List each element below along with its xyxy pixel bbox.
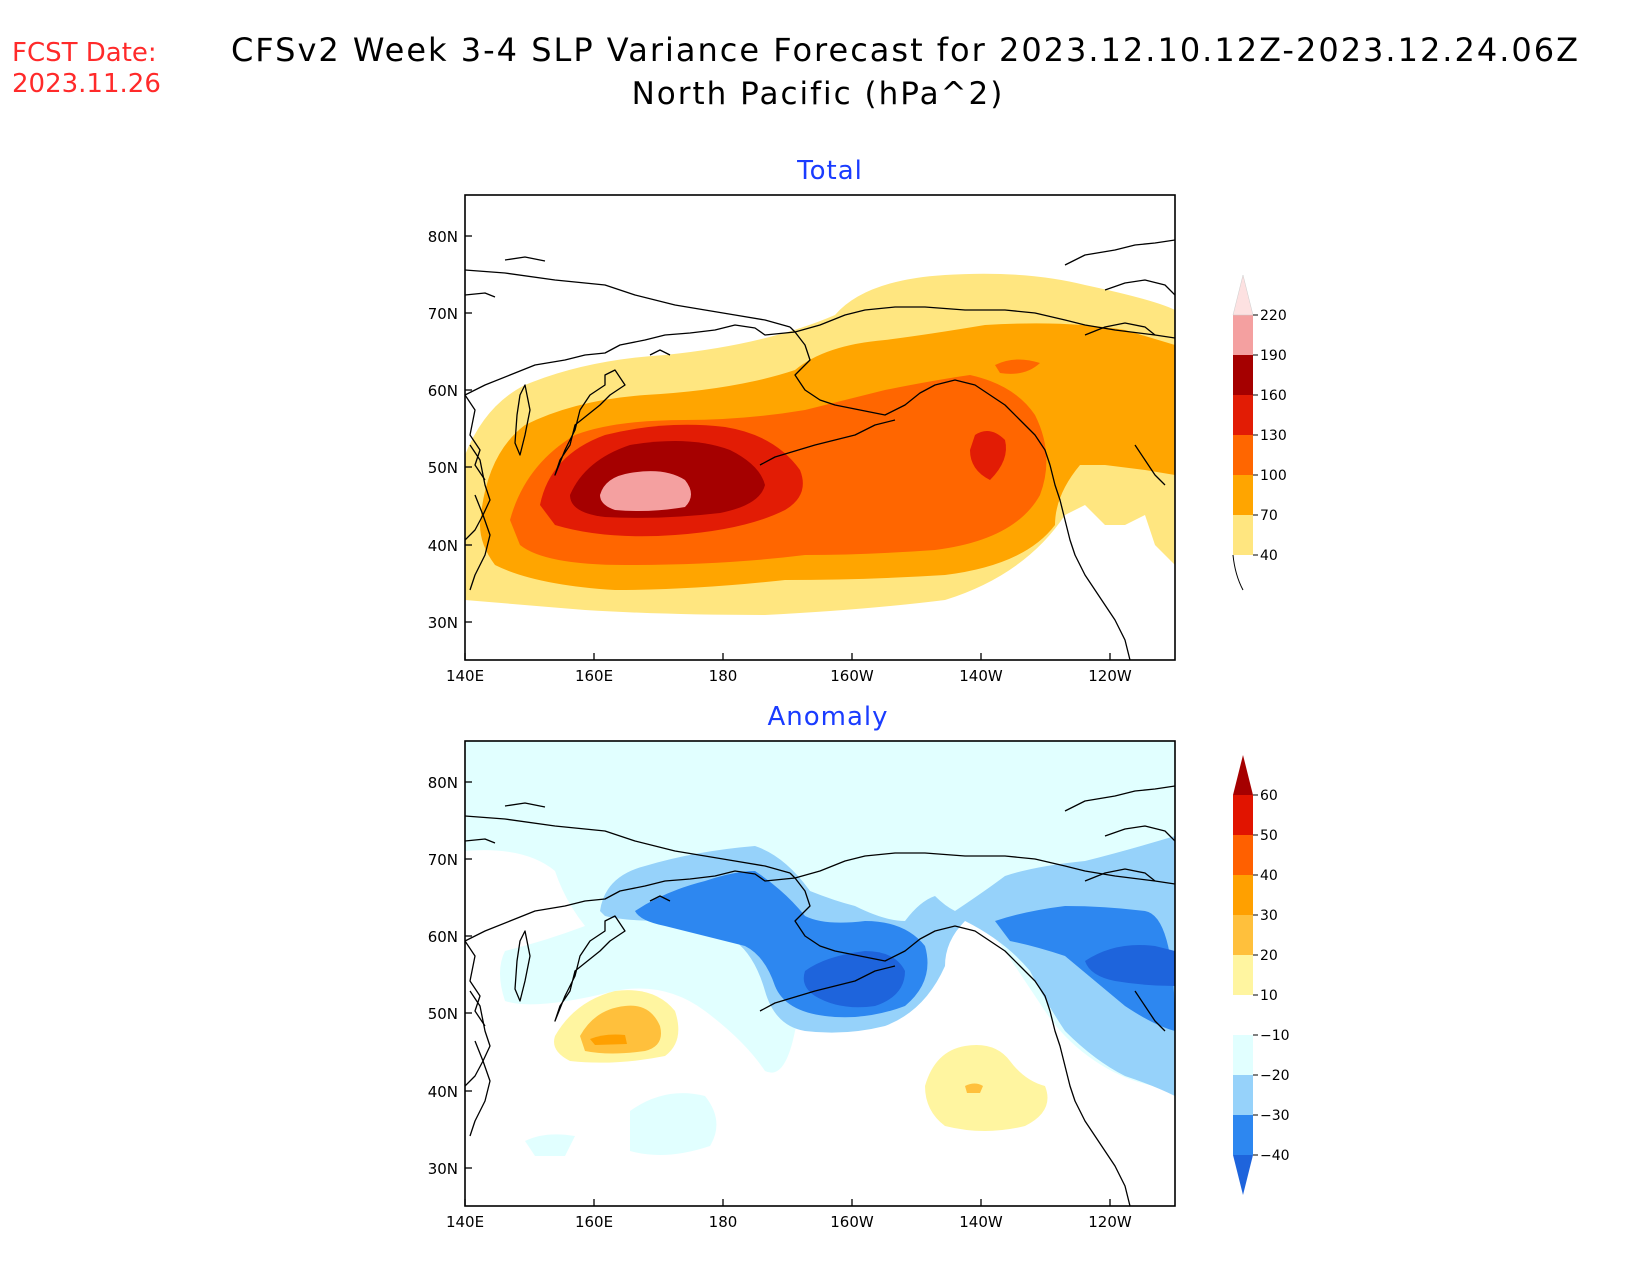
anomaly-lat-80n: 80N xyxy=(428,774,458,792)
total-colorbar-label: 220 xyxy=(1260,308,1287,324)
panel-title-anomaly: Anomaly xyxy=(767,702,888,732)
anomaly-colorbar-label: 30 xyxy=(1260,908,1278,924)
total-colorbar-label: 130 xyxy=(1260,428,1287,444)
anomaly-pos10-east xyxy=(925,1045,1048,1131)
anomaly-colorbar-band xyxy=(1233,1035,1253,1075)
anomaly-lon-160e: 160E xyxy=(575,1213,613,1231)
total-contour-190 xyxy=(600,471,691,511)
anomaly-colorbar-band xyxy=(1233,835,1253,875)
anomaly-lon-120w: 120W xyxy=(1088,1213,1132,1231)
total-lat-40n: 40N xyxy=(428,537,458,555)
total-lat-30n: 30N xyxy=(428,614,458,632)
anomaly-colorbar-band xyxy=(1233,875,1253,915)
anomaly-colorbar-label: −10 xyxy=(1260,1028,1290,1044)
anomaly-colorbar-label: −20 xyxy=(1260,1068,1290,1084)
total-axes: 80N 70N 60N 50N 40N 30N 140E 160E 180 16… xyxy=(428,228,1132,685)
total-lat-70n: 70N xyxy=(428,305,458,323)
anomaly-pos20-east xyxy=(965,1083,983,1093)
anomaly-colorbar-label: 40 xyxy=(1260,868,1278,884)
anomaly-colorbar-band xyxy=(1233,795,1253,835)
anomaly-map-frame xyxy=(464,740,1176,1207)
anomaly-axes: 80N 70N 60N 50N 40N 30N 140E 160E 180 16… xyxy=(428,774,1132,1231)
total-map-frame xyxy=(464,194,1176,661)
total-colorbar-label: 40 xyxy=(1260,548,1278,564)
anomaly-neg40 xyxy=(803,951,905,1008)
anomaly-neg10-patch-west xyxy=(525,1134,575,1156)
total-colorbar-band xyxy=(1233,515,1253,555)
anomaly-lat-60n: 60N xyxy=(428,928,458,946)
anomaly-colorbar-lower-triangle xyxy=(1233,1155,1253,1195)
total-lon-160e: 160E xyxy=(575,667,613,685)
total-map xyxy=(465,195,1175,660)
panel-title-total: Total xyxy=(796,156,863,186)
anomaly-lon-160w: 160W xyxy=(830,1213,874,1231)
total-lon-180: 180 xyxy=(709,667,738,685)
anomaly-neg40-east xyxy=(1085,945,1175,986)
total-colorbar-band xyxy=(1233,315,1253,355)
total-lon-140w: 140W xyxy=(959,667,1003,685)
anomaly-colorbar-band xyxy=(1233,1075,1253,1115)
total-lon-140e: 140E xyxy=(446,667,484,685)
anomaly-colorbar-label: 20 xyxy=(1260,948,1278,964)
total-colorbar-label: 190 xyxy=(1260,348,1287,364)
total-contour-130-east xyxy=(970,431,1006,480)
anomaly-lat-40n: 40N xyxy=(428,1083,458,1101)
anomaly-lon-180: 180 xyxy=(709,1213,738,1231)
anomaly-colorbar-band xyxy=(1233,995,1253,1035)
total-colorbar-upper-triangle xyxy=(1232,274,1254,316)
anomaly-lon-140e: 140E xyxy=(446,1213,484,1231)
anomaly-lon-140w: 140W xyxy=(959,1213,1003,1231)
total-colorbar-label: 70 xyxy=(1260,508,1278,524)
total-lat-50n: 50N xyxy=(428,459,458,477)
total-lon-160w: 160W xyxy=(830,667,874,685)
anomaly-colorbar-label: 10 xyxy=(1260,988,1278,1004)
chart-title: CFSv2 Week 3-4 SLP Variance Forecast for… xyxy=(231,31,1580,69)
total-lon-120w: 120W xyxy=(1088,667,1132,685)
anomaly-colorbar: −40 −30 −20 −10 10 20 30 40 50 60 xyxy=(1233,755,1290,1195)
total-colorbar-lower-edge xyxy=(1232,554,1244,591)
total-colorbar-band xyxy=(1233,475,1253,515)
chart-subtitle: North Pacific (hPa^2) xyxy=(632,76,1005,112)
anomaly-map xyxy=(465,741,1175,1206)
anomaly-neg30-east xyxy=(995,906,1175,1031)
anomaly-colorbar-band xyxy=(1233,915,1253,955)
anomaly-neg10-patch xyxy=(630,1093,717,1155)
anomaly-lat-30n: 30N xyxy=(428,1160,458,1178)
total-lat-80n: 80N xyxy=(428,228,458,246)
anomaly-colorbar-upper-triangle xyxy=(1233,755,1253,795)
fcst-date-label: FCST Date: xyxy=(12,38,157,68)
total-colorbar-label: 100 xyxy=(1260,468,1287,484)
anomaly-lat-50n: 50N xyxy=(428,1005,458,1023)
anomaly-colorbar-label: −40 xyxy=(1260,1148,1290,1164)
anomaly-colorbar-label: −30 xyxy=(1260,1108,1290,1124)
total-lat-60n: 60N xyxy=(428,382,458,400)
total-colorbar-label: 160 xyxy=(1260,388,1287,404)
total-colorbar-band xyxy=(1233,435,1253,475)
total-colorbar-band xyxy=(1233,355,1253,395)
anomaly-colorbar-label: 60 xyxy=(1260,788,1278,804)
total-colorbar-band xyxy=(1233,395,1253,435)
anomaly-colorbar-band xyxy=(1233,955,1253,995)
anomaly-colorbar-label: 50 xyxy=(1260,828,1278,844)
total-contour-100-east xyxy=(995,359,1040,374)
fcst-date-value: 2023.11.26 xyxy=(12,69,161,99)
total-colorbar: 40 70 100 130 160 190 220 xyxy=(1232,274,1287,591)
anomaly-colorbar-band xyxy=(1233,1115,1253,1155)
anomaly-lat-70n: 70N xyxy=(428,851,458,869)
anomaly-pos30 xyxy=(590,1034,627,1045)
